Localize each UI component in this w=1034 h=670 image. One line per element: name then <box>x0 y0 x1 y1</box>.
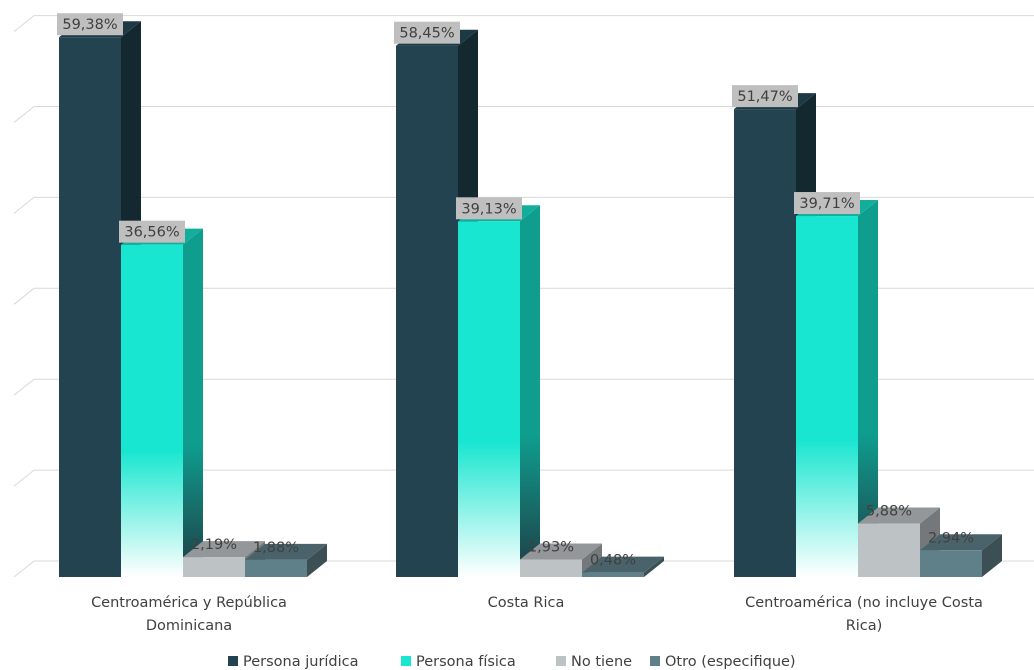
bar-front <box>858 523 920 577</box>
bar-no-tiene-2 <box>520 543 602 577</box>
data-label-text: 39,71% <box>799 196 854 212</box>
data-label-no-tiene-2: 1,93% <box>528 539 574 555</box>
bars <box>59 21 1002 578</box>
data-label-text: 39,13% <box>461 201 516 217</box>
data-label-text: 2,19% <box>191 537 237 553</box>
bar-front <box>734 109 796 578</box>
legend-item-persona-juridica: Persona jurídica <box>228 654 359 670</box>
legend-label: Otro (especifique) <box>665 654 796 670</box>
data-label-persona-fisica-3: 39,71% <box>794 192 860 215</box>
bar-side <box>582 543 602 577</box>
data-label-persona-juridica-1: 59,38% <box>57 13 123 36</box>
legend-swatch <box>556 656 566 666</box>
bar-front <box>520 559 582 577</box>
gridline-depth <box>13 560 35 578</box>
bar-front <box>183 557 245 577</box>
data-label-text: 1,93% <box>528 539 574 555</box>
data-label-text: 36,56% <box>124 225 179 241</box>
bar-persona-fisica-3 <box>796 200 878 577</box>
bar-otro-especifique-1 <box>245 543 327 577</box>
bar-persona-fisica-1 <box>121 228 203 577</box>
data-label-otro-especifique-1: 1,88% <box>253 540 299 556</box>
category-labels: Centroamérica y República Dominicana Costa… <box>91 595 983 634</box>
data-label-box <box>456 197 522 220</box>
bar-side <box>520 205 540 578</box>
legend-item-otro-especifique: Otro (especifique) <box>650 654 796 670</box>
bar-side <box>858 200 878 577</box>
legend-item-no-tiene: No tiene <box>556 654 632 670</box>
bar-side <box>644 556 664 577</box>
data-label-no-tiene-1: 2,19% <box>191 537 237 553</box>
data-label-box <box>119 220 185 243</box>
bar-top <box>920 534 1002 551</box>
legend-label: Persona jurídica <box>243 654 359 670</box>
legend-swatch <box>228 656 238 666</box>
bar-top <box>858 507 940 524</box>
gridline-depth <box>13 197 35 214</box>
bar-top <box>582 556 664 573</box>
bar-front <box>796 216 858 577</box>
data-label-no-tiene-3: 5,88% <box>866 504 912 520</box>
data-label-persona-juridica-2: 58,45% <box>394 21 460 44</box>
bar-front <box>59 37 121 578</box>
data-label-text: 0,48% <box>590 553 636 569</box>
data-label-persona-fisica-1: 36,56% <box>119 220 185 243</box>
bar-otro-especifique-2 <box>582 556 664 577</box>
legend-swatch <box>401 656 411 666</box>
data-label-box <box>57 13 123 36</box>
bar-side <box>982 534 1002 577</box>
data-label-persona-fisica-2: 39,13% <box>456 197 522 220</box>
data-label-text: 5,88% <box>866 504 912 520</box>
data-label-text: 1,88% <box>253 540 299 556</box>
bar-side <box>183 228 203 577</box>
data-label-text: 2,94% <box>928 530 974 546</box>
bar-front <box>458 221 520 578</box>
bar-front <box>245 559 307 577</box>
gridline-depth <box>13 106 35 123</box>
data-label-text: 59,38% <box>62 17 117 33</box>
legend-item-persona-fisica: Persona física <box>401 654 516 670</box>
data-label-otro-especifique-2: 0,48% <box>590 553 636 569</box>
legend: Persona jurídica Persona física No tiene Ot… <box>228 654 796 670</box>
gridline-depth <box>13 469 35 487</box>
legend-label: No tiene <box>571 654 632 670</box>
bar-top <box>183 541 265 558</box>
gridline-depth <box>13 15 35 32</box>
data-label-text: 58,45% <box>399 26 454 42</box>
bar-persona-fisica-2 <box>458 205 540 578</box>
data-label-box <box>794 192 860 215</box>
bar-front <box>396 45 458 577</box>
data-labels: 59,38% 36,56% 2,19% 1,88% 58,45% 39,13% 1,93% 0… <box>57 13 974 569</box>
data-label-persona-juridica-3: 51,47% <box>732 85 798 108</box>
bar-front <box>121 244 183 577</box>
legend-label: Persona física <box>416 654 516 670</box>
category-label-1: Centroamérica y República Dominicana <box>91 595 287 634</box>
bar-side <box>307 543 327 577</box>
data-label-text: 51,47% <box>737 89 792 105</box>
legend-swatch <box>650 656 660 666</box>
data-label-otro-especifique-3: 2,94% <box>928 530 974 546</box>
data-label-box <box>732 85 798 108</box>
bar-front <box>582 572 644 577</box>
bar-front <box>920 550 982 577</box>
gridline-depth <box>13 287 35 305</box>
category-label-3: Centroamérica (no incluye Costa Rica) <box>745 595 983 634</box>
data-label-box <box>394 21 460 44</box>
gridline-depth <box>13 378 35 396</box>
bar-top <box>245 543 327 560</box>
category-label-2: Costa Rica <box>488 595 565 611</box>
bar-otro-especifique-3 <box>920 534 1002 577</box>
bar-top <box>520 543 602 560</box>
